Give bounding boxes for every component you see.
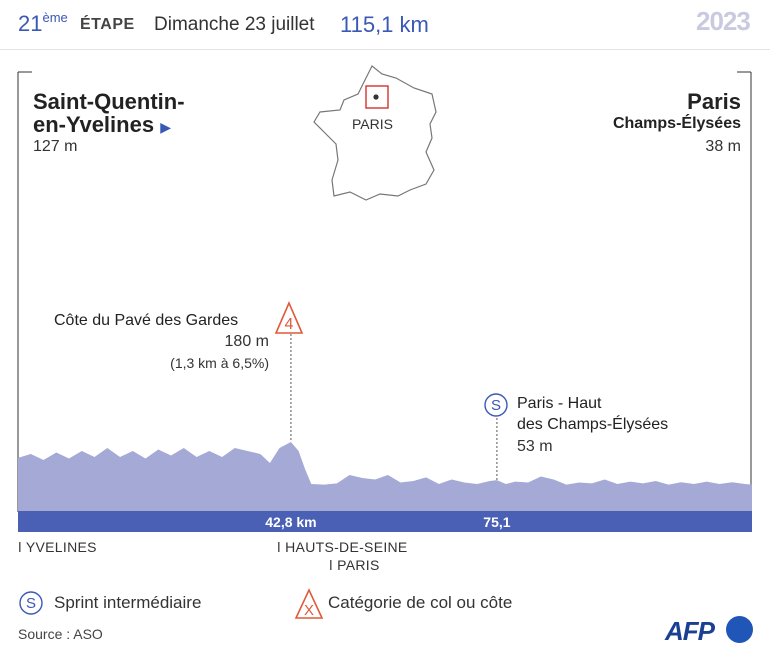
svg-text:S: S [26, 595, 36, 612]
start-name-line1: Saint-Quentin- [33, 89, 185, 114]
climb-detail: (1,3 km à 6,5%) [170, 355, 269, 371]
afp-logo: AFP [665, 616, 715, 646]
svg-text:X: X [304, 602, 314, 619]
climb-category-icon: 4 [274, 301, 304, 334]
legend-sprint-label: Sprint intermédiaire [54, 593, 202, 612]
stage-date: Dimanche 23 juillet [154, 14, 315, 35]
tour-year-logo: 2023 [696, 6, 751, 36]
legend-sprint-icon: S [19, 591, 43, 615]
stage-distance: 115,1 km [340, 12, 429, 37]
climb-name: Côte du Pavé des Gardes [54, 312, 239, 329]
finish-subname: Champs-Élysées [612, 115, 741, 132]
svg-text:4: 4 [285, 316, 294, 333]
header-divider [0, 49, 770, 50]
stage-word: ÉTAPE [80, 16, 135, 33]
distance-label: 42,8 km [265, 514, 316, 530]
finish-name: Paris [687, 89, 741, 114]
france-map [313, 65, 437, 201]
legend-category-label: Catégorie de col ou côte [328, 593, 513, 612]
source-note: Source : ASO [18, 626, 103, 642]
elevation-profile-area [18, 442, 752, 511]
region-hauts-de-seine: ǀ HAUTS-DE-SEINE [277, 539, 408, 555]
distance-label: 75,1 [483, 514, 510, 530]
sprint-altitude: 53 m [517, 438, 553, 455]
map-city-label: PARIS [352, 116, 393, 132]
start-altitude: 127 m [33, 138, 78, 155]
svg-text:S: S [491, 397, 501, 414]
sprint-name-line1: Paris - Haut [517, 395, 602, 412]
start-arrow-icon: ▶ [160, 119, 171, 135]
sprint-icon: S [484, 393, 508, 417]
header-bar: 21ème ÉTAPE Dimanche 23 juillet 115,1 km… [0, 0, 770, 50]
region-yvelines: ǀ YVELINES [18, 539, 97, 555]
legend-category-icon: X [294, 588, 324, 619]
elevation-profile-chart: 42,8 km 75,1 [18, 330, 752, 532]
afp-logo-dot [726, 616, 753, 643]
sprint-name-line2: des Champs-Élysées [517, 416, 669, 433]
profile-base-band [18, 511, 752, 532]
start-name-line2: en-Yvelines ▶ [33, 112, 171, 137]
finish-altitude: 38 m [705, 138, 741, 155]
stage-number: 21ème [18, 10, 68, 36]
region-paris: ǀ PARIS [329, 557, 380, 573]
climb-altitude: 180 m [224, 333, 269, 350]
paris-locator-box [365, 85, 389, 109]
